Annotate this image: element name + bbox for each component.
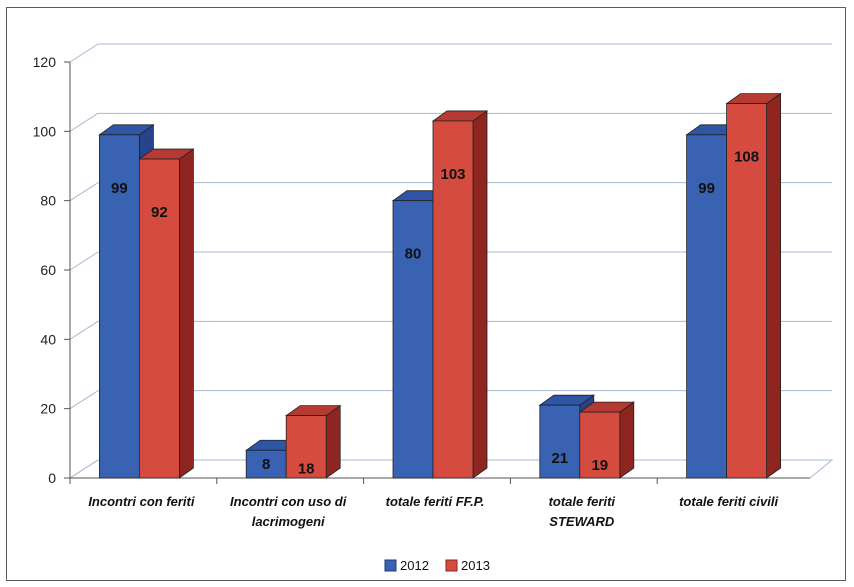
x-category-label: Incontri con uso di	[230, 494, 347, 509]
data-label-2013: 92	[151, 204, 168, 221]
data-label-2013: 103	[440, 166, 465, 183]
gridline-diag	[69, 251, 99, 271]
legend-swatch-2013	[445, 559, 458, 572]
y-tick-label: 20	[40, 401, 56, 417]
bar-2013	[138, 158, 180, 479]
y-tick-label: 100	[33, 123, 57, 139]
data-label-2013: 108	[734, 149, 759, 166]
data-label-2012: 8	[262, 456, 270, 473]
y-tick-label: 40	[40, 331, 56, 347]
bar-2012	[392, 200, 434, 479]
legend-label-2013: 2013	[461, 558, 490, 573]
data-label-2013: 18	[298, 461, 315, 478]
y-tick-label: 80	[40, 193, 56, 209]
bars	[98, 92, 782, 479]
data-label-2012: 80	[405, 246, 422, 263]
bar-side-2013	[766, 92, 781, 479]
y-tick-label: 120	[33, 54, 57, 70]
data-label-2012: 21	[551, 450, 568, 467]
legend-swatch-2012	[384, 559, 397, 572]
bar-side-2013	[178, 148, 194, 479]
labels: 99 92 8 18 80 103 21 19 99 108	[111, 149, 759, 478]
gridline-diag	[69, 182, 99, 202]
bar-2012	[245, 449, 287, 479]
gridline-diag	[69, 112, 99, 132]
y-tick-label: 0	[48, 470, 56, 486]
bar-2013	[579, 411, 621, 479]
data-label-2012: 99	[111, 180, 128, 197]
bar-side-2013	[619, 401, 635, 479]
data-label-2012: 99	[698, 180, 715, 197]
x-category-label: totale feriti	[549, 494, 616, 509]
legend-label-2012: 2012	[400, 558, 429, 573]
x-category-label: lacrimogeni	[252, 514, 325, 529]
bar-side-2013	[472, 110, 488, 479]
bar-side-2013	[325, 404, 341, 479]
data-label-2013: 19	[591, 457, 608, 474]
y-tick-label: 60	[40, 262, 56, 278]
x-category-label: STEWARD	[549, 514, 615, 529]
gridline-diag	[69, 320, 99, 340]
x-category-label: totale feriti FF.P.	[386, 494, 485, 509]
bar-2013	[726, 103, 767, 479]
bar-2012	[686, 134, 727, 479]
legend: 2012 2013	[384, 558, 490, 573]
bar-2013	[432, 120, 474, 479]
bar-2012	[539, 404, 581, 479]
bar-2012	[99, 134, 140, 479]
bar-2013	[285, 415, 327, 479]
gridline-diag	[69, 43, 99, 63]
gridline-diag	[69, 390, 99, 410]
axes: 0 20 40 60 80 100 120 Incontri con feriti Incont…	[33, 54, 810, 529]
x-category-label: totale feriti civili	[679, 494, 778, 509]
x-category-label: Incontri con feriti	[88, 494, 195, 509]
